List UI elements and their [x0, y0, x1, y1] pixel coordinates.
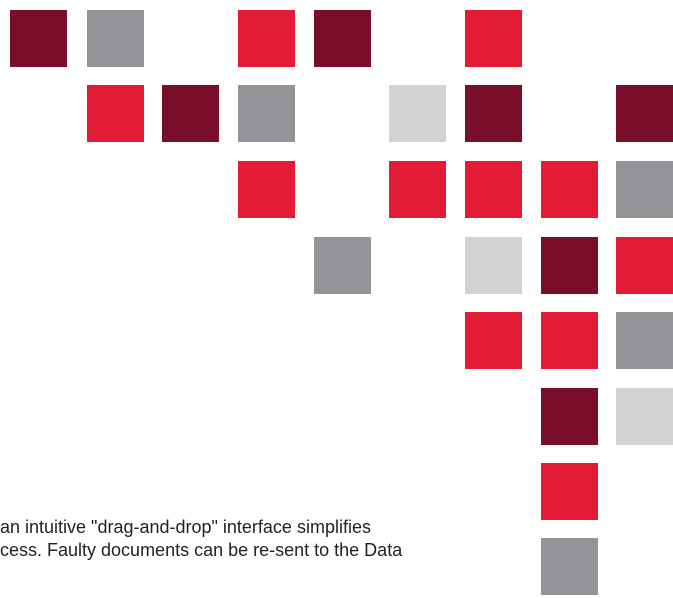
- grid-square: [238, 161, 295, 218]
- grid-square: [162, 85, 219, 142]
- grid-square: [465, 161, 522, 218]
- grid-square: [87, 10, 144, 67]
- grid-square: [616, 312, 673, 369]
- grid-square: [10, 10, 67, 67]
- grid-square: [465, 312, 522, 369]
- grid-square: [616, 388, 673, 445]
- grid-square: [541, 161, 598, 218]
- body-text-line: cess. Faulty documents can be re-sent to…: [0, 540, 403, 560]
- grid-square: [465, 85, 522, 142]
- grid-square: [87, 85, 144, 142]
- grid-square: [465, 237, 522, 294]
- grid-square: [238, 10, 295, 67]
- grid-square: [616, 237, 673, 294]
- grid-square: [238, 85, 295, 142]
- grid-square: [389, 161, 446, 218]
- grid-square: [616, 85, 673, 142]
- grid-square: [616, 161, 673, 218]
- grid-square: [541, 463, 598, 520]
- grid-square: [541, 538, 598, 595]
- grid-square: [541, 237, 598, 294]
- body-text-line: an intuitive "drag-and-drop" interface s…: [0, 517, 371, 537]
- grid-square: [389, 85, 446, 142]
- grid-square: [541, 312, 598, 369]
- grid-square: [541, 388, 598, 445]
- grid-square: [314, 237, 371, 294]
- body-text: an intuitive "drag-and-drop" interface s…: [0, 516, 530, 596]
- grid-square: [465, 10, 522, 67]
- grid-square: [314, 10, 371, 67]
